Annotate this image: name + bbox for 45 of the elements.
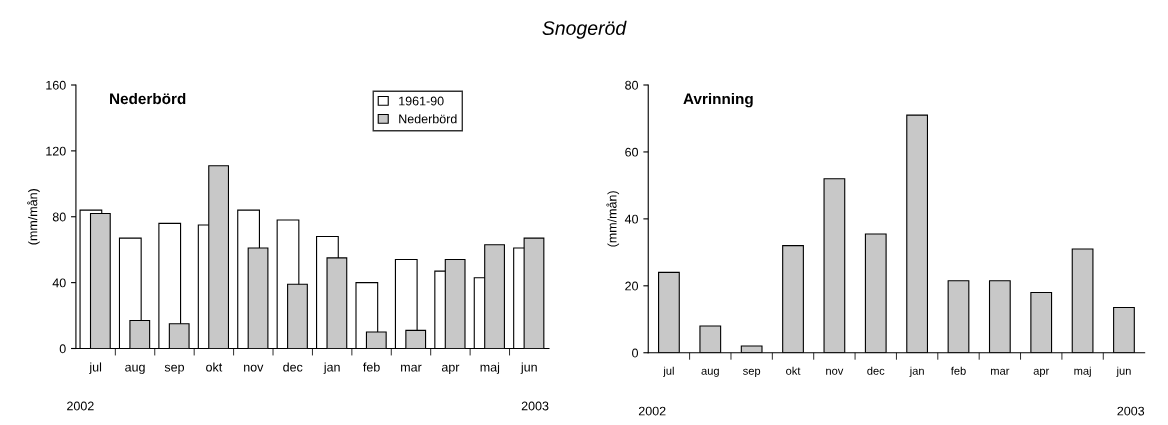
- x-tick-label: apr: [441, 364, 460, 375]
- x-tick-label: okt: [786, 366, 801, 375]
- y-tick-label: 20: [625, 281, 639, 291]
- y-tick-label: 40: [624, 214, 639, 224]
- x-tick-label: maj: [1074, 366, 1091, 377]
- text: 2003: [1117, 406, 1145, 416]
- x-tick-label: jul: [89, 362, 102, 375]
- y-axis-title: (mm/mån): [27, 189, 40, 245]
- y-tick-label: 40: [52, 278, 66, 288]
- x-tick-label: nov: [244, 364, 264, 372]
- y-tick-label: 0: [59, 344, 66, 354]
- y-tick-label: 160: [46, 80, 66, 90]
- y-axis-title: (mm/mån): [606, 191, 620, 247]
- text: Snogeröd: [542, 20, 627, 39]
- x-tick-label: sep: [164, 364, 185, 375]
- x-tick-label: jan: [909, 366, 924, 377]
- y-tick-label: 120: [46, 146, 66, 156]
- text: 2002: [67, 401, 94, 411]
- y-tick-label: 80: [52, 212, 66, 222]
- y-tick-label: 80: [625, 80, 639, 90]
- x-tick-label: jul: [663, 366, 674, 377]
- x-tick-label: aug: [125, 364, 145, 375]
- legend-label: Nederbörd: [399, 114, 457, 124]
- chart-title: Avrinning: [683, 93, 753, 108]
- x-tick-label: sep: [743, 368, 761, 377]
- x-tick-label: jan: [323, 362, 340, 375]
- y-tick-label: 60: [625, 147, 639, 157]
- legend-label: 1961-90: [399, 96, 444, 106]
- x-tick-label: mar: [401, 364, 422, 372]
- x-tick-label: feb: [950, 366, 966, 375]
- text: 2002: [638, 406, 666, 416]
- x-tick-label: mar: [991, 368, 1010, 375]
- x-tick-label: okt: [206, 362, 223, 372]
- x-tick-label: dec: [867, 366, 885, 375]
- x-tick-label: feb: [363, 362, 380, 372]
- x-tick-label: apr: [1033, 368, 1050, 377]
- x-tick-label: jun: [520, 362, 537, 375]
- text: 2003: [521, 401, 549, 411]
- y-tick-label: 0: [632, 348, 639, 358]
- x-tick-label: nov: [826, 368, 844, 375]
- x-tick-label: maj: [480, 362, 500, 375]
- x-tick-label: dec: [283, 362, 303, 372]
- x-tick-label: jun: [1116, 366, 1131, 377]
- x-tick-label: aug: [701, 368, 719, 377]
- chart-title: Nederbörd: [110, 92, 186, 105]
